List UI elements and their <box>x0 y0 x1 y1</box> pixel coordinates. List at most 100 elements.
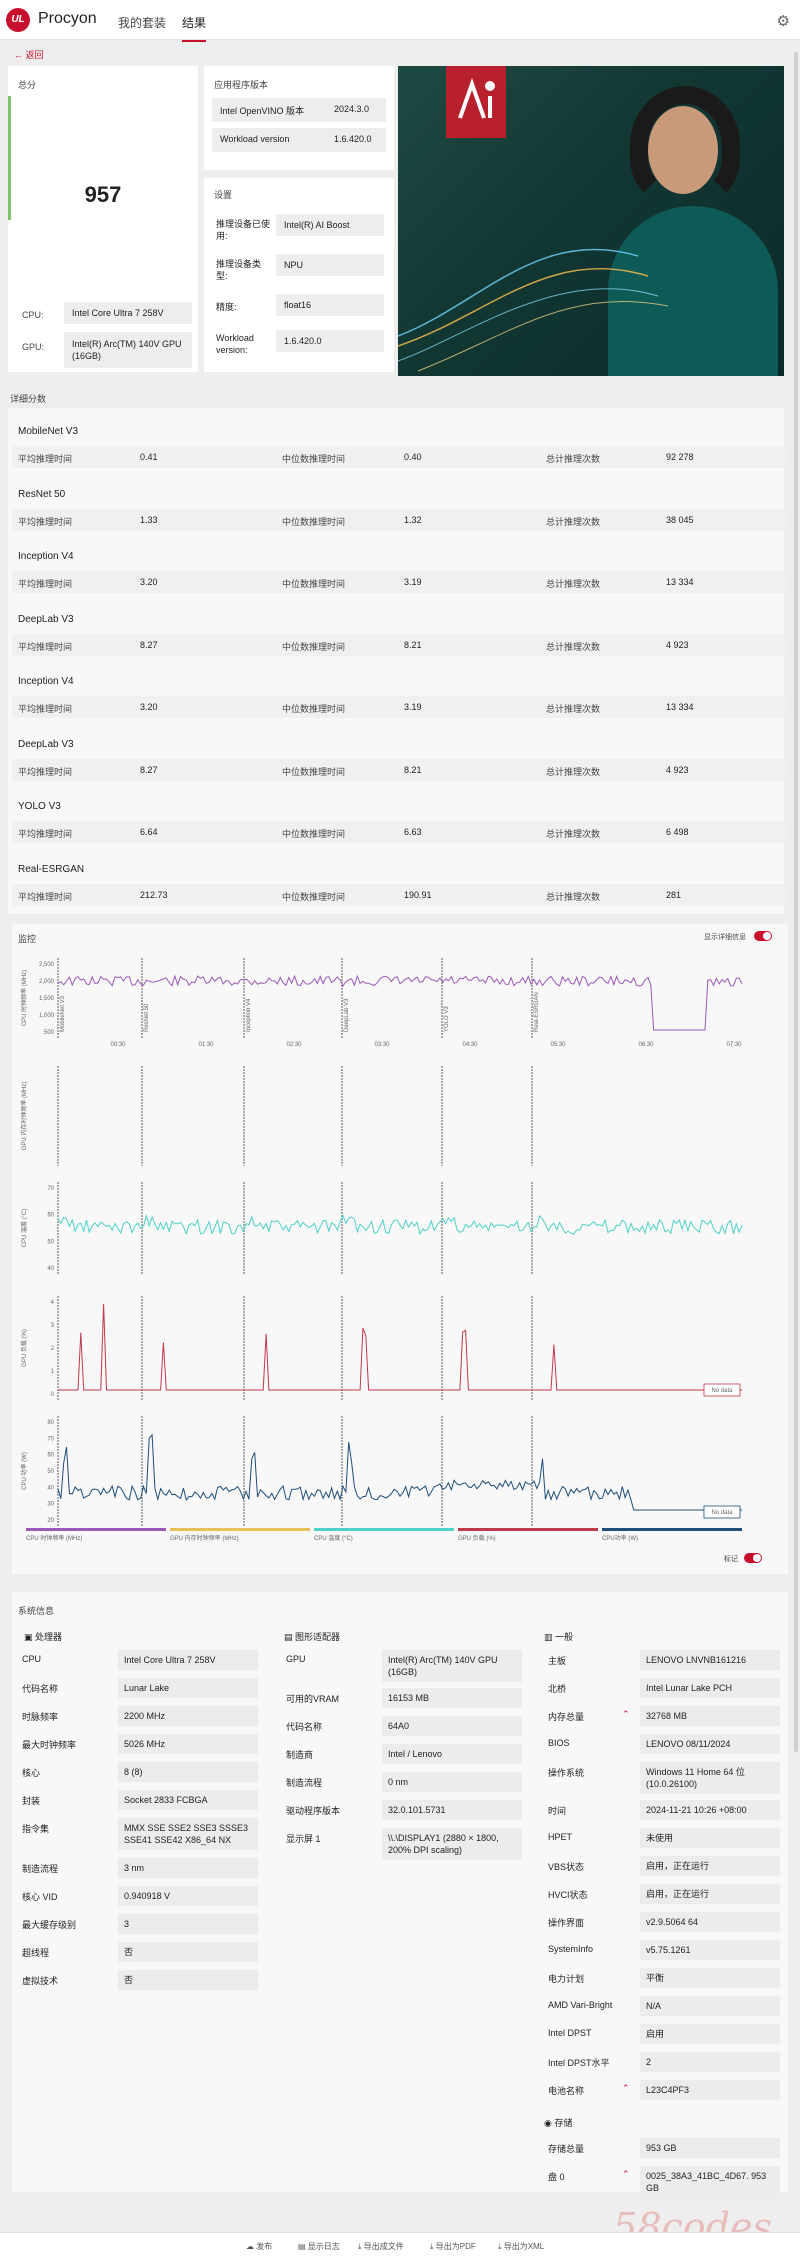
y-tick-label: 500 <box>44 1030 55 1036</box>
benchmark-row: 平均推理时间 8.27 中位数推理时间 8.21 总计推理次数 4 923 <box>12 634 788 656</box>
benchmark-marker-label: YOLO V3 <box>444 1006 450 1032</box>
benchmark-name: YOLO V3 <box>18 801 61 812</box>
publish-label: 发布 <box>256 2242 273 2251</box>
x-tick-label: 04:30 <box>462 1042 478 1048</box>
metric-value: 0.41 <box>140 452 158 462</box>
metric-label: 中位数推理时间 <box>282 767 346 777</box>
metric-value: 92 278 <box>666 452 694 462</box>
show-log-button[interactable]: ▤ 显示日志 <box>298 2241 340 2252</box>
legend-label: CPU 温度 (°C) <box>314 1534 353 1542</box>
sysinfo-key: 内存总量 <box>548 1712 585 1722</box>
sysinfo-key: 操作界面 <box>548 1918 585 1928</box>
marker-toggle[interactable] <box>744 1553 762 1563</box>
export-file-button[interactable]: ⤓ 导出成文件 <box>358 2241 404 2252</box>
series-line <box>57 974 743 1031</box>
app-version-card: 应用程序版本 Intel OpenVINO 版本 2024.3.0 Worklo… <box>204 66 394 170</box>
cpu-section-label: 处理器 <box>35 1632 63 1642</box>
legend-bar <box>458 1528 598 1531</box>
sysinfo-key: 最大缓存级别 <box>22 1920 77 1930</box>
metric-label: 中位数推理时间 <box>282 892 346 902</box>
sysinfo-value: N/A <box>640 1996 780 2016</box>
y-tick-label: 2 <box>51 1346 55 1352</box>
settings-workload-value: 1.6.420.0 <box>276 330 384 352</box>
metric-label: 平均推理时间 <box>18 767 73 777</box>
sysinfo-value: 3 <box>118 1914 258 1934</box>
sysinfo-value: Socket 2833 FCBGA <box>118 1790 258 1810</box>
sysinfo-key: BIOS <box>548 1738 570 1748</box>
expand-icon[interactable]: ⌃ <box>622 2083 630 2093</box>
metric-label: 中位数推理时间 <box>282 829 346 839</box>
gpu-section-title: ▤ 图形适配器 <box>284 1630 340 1643</box>
benchmark-row: 平均推理时间 3.20 中位数推理时间 3.19 总计推理次数 13 334 <box>12 571 788 593</box>
sysinfo-key: 封装 <box>22 1796 41 1806</box>
window-icon: ▥ <box>544 1632 553 1642</box>
sysinfo-key: 时间 <box>548 1806 567 1816</box>
sysinfo-value: 2 <box>640 2052 780 2072</box>
y-tick-label: 0 <box>51 1392 55 1398</box>
workload-key: Workload version <box>220 134 290 144</box>
chip-icon: ▣ <box>24 1632 33 1642</box>
benchmark-marker-label: Real-ESRGAN <box>534 992 540 1032</box>
sysinfo-key: 制造流程 <box>22 1864 59 1874</box>
metric-label: 总计推理次数 <box>546 829 601 839</box>
no-data-label: No data <box>711 1388 733 1394</box>
sysinfo-value: LENOVO 08/11/2024 <box>640 1734 780 1754</box>
sysinfo-key: 时脉频率 <box>22 1712 59 1722</box>
benchmark-marker-label: Inception V4 <box>246 998 252 1032</box>
sysinfo-value: Intel / Lenovo <box>382 1744 522 1764</box>
benchmark-row: 平均推理时间 0.41 中位数推理时间 0.40 总计推理次数 92 278 <box>12 446 788 468</box>
export-pdf-button[interactable]: ⤓ 导出为PDF <box>430 2241 476 2252</box>
sysinfo-key: 核心 VID <box>22 1892 58 1902</box>
nav-my-suites[interactable]: 我的套装 <box>118 16 167 30</box>
series-line <box>57 1433 742 1511</box>
sysinfo-value: 0025_38A3_41BC_4D67. 953 GB <box>640 2166 780 2198</box>
y-tick-label: 80 <box>47 1420 54 1426</box>
benchmark-name: ResNet 50 <box>18 489 66 500</box>
sysinfo-value: 2200 MHz <box>118 1706 258 1726</box>
gear-icon[interactable]: ⚙ <box>776 13 790 30</box>
ul-logo: UL <box>6 8 30 32</box>
metric-value: 1.33 <box>140 515 158 525</box>
sysinfo-key: AMD Vari-Bright <box>548 2000 613 2010</box>
sysinfo-key: 电力计划 <box>548 1974 585 1984</box>
expand-icon[interactable]: ⌃ <box>622 1709 630 1719</box>
sysinfo-key: 操作系统 <box>548 1768 585 1778</box>
publish-button[interactable]: ☁ 发布 <box>246 2241 272 2252</box>
sysinfo-value: \\.\DISPLAY1 (2880 × 1800, 200% DPI scal… <box>382 1828 522 1860</box>
sysinfo-value: 5026 MHz <box>118 1734 258 1754</box>
benchmark-row: 平均推理时间 3.20 中位数推理时间 3.19 总计推理次数 13 334 <box>12 696 788 718</box>
metric-value: 8.21 <box>404 640 422 650</box>
metric-label: 中位数推理时间 <box>282 517 346 527</box>
series-line <box>57 1213 743 1236</box>
back-link[interactable]: ← 返回 <box>14 48 44 61</box>
sysinfo-value: 否 <box>118 1970 258 1990</box>
export-pdf-label: 导出为PDF <box>435 2242 476 2251</box>
page-scrollbar[interactable] <box>794 52 798 1752</box>
metric-value: 13 334 <box>666 577 694 587</box>
hero-image <box>398 66 784 376</box>
nav-results[interactable]: 结果 <box>182 14 207 42</box>
gpu-icon: ▤ <box>284 1632 293 1642</box>
metric-value: 0.40 <box>404 452 422 462</box>
metric-label: 中位数推理时间 <box>282 642 346 652</box>
sysinfo-value: 未使用 <box>640 1828 780 1848</box>
y-tick-label: 1,500 <box>39 996 55 1002</box>
metric-value: 3.19 <box>404 577 422 587</box>
sysinfo-key: 核心 <box>22 1768 41 1778</box>
ai-logo-box <box>446 66 506 138</box>
export-xml-button[interactable]: ⤓ 导出为XML <box>498 2241 544 2252</box>
summary-card: 总分 957 CPU: Intel Core Ultra 7 258V GPU:… <box>8 66 198 372</box>
detail-toggle[interactable] <box>754 931 772 941</box>
benchmark-marker-label: MobileNet V3 <box>60 995 66 1032</box>
sysinfo-key: 盘 0 <box>548 2172 565 2182</box>
system-info-panel: 系统信息 ▣ 处理器 ▤ 图形适配器 ▥ 一般 ◉ 存储 CPU Intel Co… <box>12 1592 788 2198</box>
benchmark-name: Real-ESRGAN <box>18 864 85 875</box>
benchmark-row: 平均推理时间 6.64 中位数推理时间 6.63 总计推理次数 6 498 <box>12 821 788 843</box>
sysinfo-value: Lunar Lake <box>118 1678 258 1698</box>
download-icon: ⤓ <box>430 2242 434 2251</box>
sysinfo-value: 32.0.101.5731 <box>382 1800 522 1820</box>
expand-icon[interactable]: ⌃ <box>622 2169 630 2179</box>
benchmark-row: 平均推理时间 212.73 中位数推理时间 190.91 总计推理次数 281 <box>12 884 788 906</box>
sysinfo-value: L23C4PF3 <box>640 2080 780 2100</box>
